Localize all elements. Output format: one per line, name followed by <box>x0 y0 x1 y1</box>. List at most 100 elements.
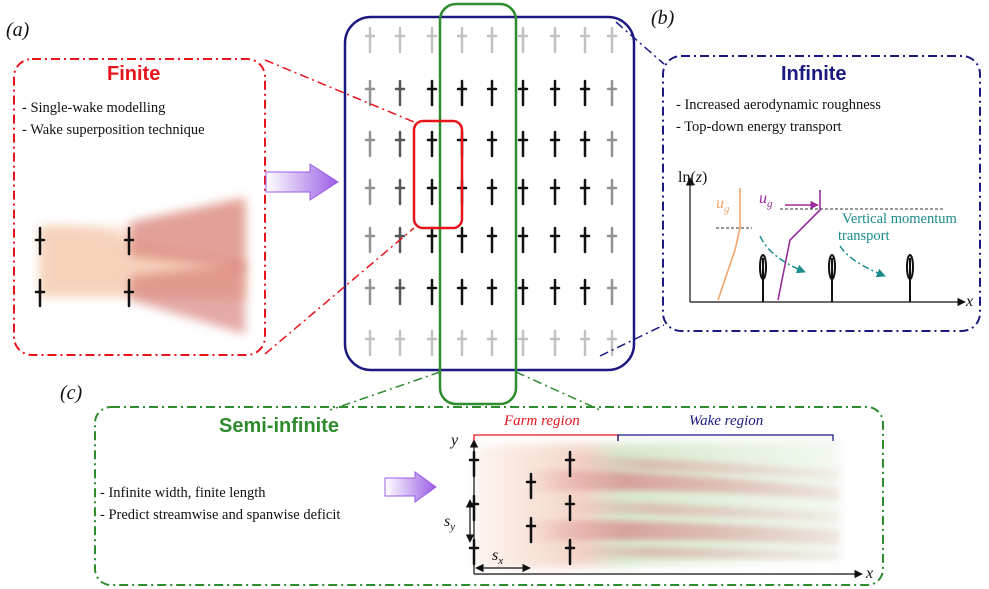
farm-turbine <box>426 278 438 306</box>
farm-turbine <box>394 130 406 158</box>
finite-title: Finite <box>107 63 161 85</box>
sy-label: sy <box>444 513 456 534</box>
semi-infinite-title: Semi-infinite <box>219 415 340 437</box>
farm-turbine <box>394 26 406 54</box>
farm-turbine <box>486 130 498 158</box>
center-farm-frame <box>343 15 636 372</box>
farm-region-label: Farm region <box>504 413 580 429</box>
farm-turbine <box>364 226 376 254</box>
farm-turbine <box>364 79 376 107</box>
farm-turbine <box>549 26 561 54</box>
farm-turbine <box>394 79 406 107</box>
farm-turbine <box>456 79 468 107</box>
farm-turbine <box>426 79 438 107</box>
wake-region-label: Wake region <box>689 413 764 429</box>
farm-turbine <box>426 26 438 54</box>
farm-turbine <box>394 178 406 206</box>
farm-turbine <box>456 26 468 54</box>
ug-label-purple: ug <box>759 190 773 211</box>
finite-connector-top <box>264 59 415 123</box>
farm-turbine <box>579 278 591 306</box>
panel-label-c: (c) <box>60 382 83 404</box>
farm-turbine <box>426 226 438 254</box>
finite-bullet-2: - Wake superposition technique <box>22 122 205 138</box>
farm-turbine <box>456 329 468 357</box>
ug-label-orange: ug <box>716 195 730 216</box>
farm-turbine <box>394 329 406 357</box>
farm-turbine <box>517 178 529 206</box>
farm-turbine <box>364 130 376 158</box>
finite-connector-bottom <box>264 227 415 355</box>
farm-turbine <box>486 26 498 54</box>
semi-infinite-bullet-1: - Infinite width, finite length <box>100 485 266 501</box>
red-highlight-frame <box>412 119 464 230</box>
farm-turbine <box>606 226 618 254</box>
semi-infinite-panel-frame <box>94 406 884 586</box>
farm-turbine <box>517 79 529 107</box>
farm-turbine <box>426 329 438 357</box>
infinite-panel-frame <box>662 55 981 332</box>
semi-connector-left <box>329 371 441 411</box>
farm-turbine <box>549 329 561 357</box>
farm-turbine <box>606 79 618 107</box>
farm-turbine <box>364 26 376 54</box>
farm-turbine <box>486 79 498 107</box>
farm-turbine <box>579 178 591 206</box>
farm-turbine <box>364 178 376 206</box>
farm-turbine <box>549 178 561 206</box>
infinite-x-axis-label: x <box>966 293 974 310</box>
farm-turbine <box>486 178 498 206</box>
farm-turbine <box>606 278 618 306</box>
farm-turbine <box>364 329 376 357</box>
farm-turbine <box>606 178 618 206</box>
farm-turbine <box>579 26 591 54</box>
farm-turbine <box>549 226 561 254</box>
farm-turbine <box>517 329 529 357</box>
infinite-plot <box>685 177 966 307</box>
farm-turbine <box>486 278 498 306</box>
infinite-bullet-1: - Increased aerodynamic roughness <box>676 97 881 113</box>
semi-infinite-plot <box>465 434 863 579</box>
farm-turbine <box>517 26 529 54</box>
farm-turbine <box>394 278 406 306</box>
farm-turbine <box>579 130 591 158</box>
farm-turbine <box>517 278 529 306</box>
panel-label-b: (b) <box>651 7 675 29</box>
farm-turbine <box>426 178 438 206</box>
sx-label: sx <box>492 547 504 568</box>
farm-turbine <box>456 278 468 306</box>
farm-turbine <box>456 226 468 254</box>
semi-infinite-bullet-2: - Predict streamwise and spanwise defici… <box>100 507 341 523</box>
semi-x-axis-label: x <box>866 565 874 582</box>
green-column-frame <box>438 2 518 406</box>
flow-arrow-left <box>265 163 339 201</box>
farm-turbine <box>549 130 561 158</box>
infinite-title: Infinite <box>781 63 847 85</box>
farm-turbine <box>606 329 618 357</box>
finite-wakes <box>40 198 245 334</box>
farm-turbine <box>517 226 529 254</box>
flow-arrow-bottom <box>384 471 437 503</box>
finite-turbines <box>34 226 135 308</box>
farm-turbine <box>364 278 376 306</box>
farm-turbine <box>579 79 591 107</box>
farm-turbine <box>579 329 591 357</box>
semi-y-axis-label: y <box>451 432 459 449</box>
semi-connector-right <box>515 371 601 411</box>
farm-turbine <box>426 130 438 158</box>
finite-bullet-1: - Single-wake modelling <box>22 100 166 116</box>
infinite-connector-bottom <box>599 324 665 357</box>
farm-turbine <box>549 278 561 306</box>
panel-label-a: (a) <box>6 19 30 41</box>
infinite-y-axis-label: ln(z) <box>678 169 708 186</box>
infinite-bullet-2: - Top-down energy transport <box>676 119 842 135</box>
farm-turbine <box>486 226 498 254</box>
center-farm-turbines <box>364 26 618 357</box>
farm-turbine <box>486 329 498 357</box>
semi-infinite-turbines <box>468 450 576 566</box>
transport-label-line2: transport <box>838 228 890 244</box>
farm-turbine <box>606 130 618 158</box>
transport-label-line1: Vertical momentum <box>842 211 957 227</box>
farm-turbine <box>549 79 561 107</box>
